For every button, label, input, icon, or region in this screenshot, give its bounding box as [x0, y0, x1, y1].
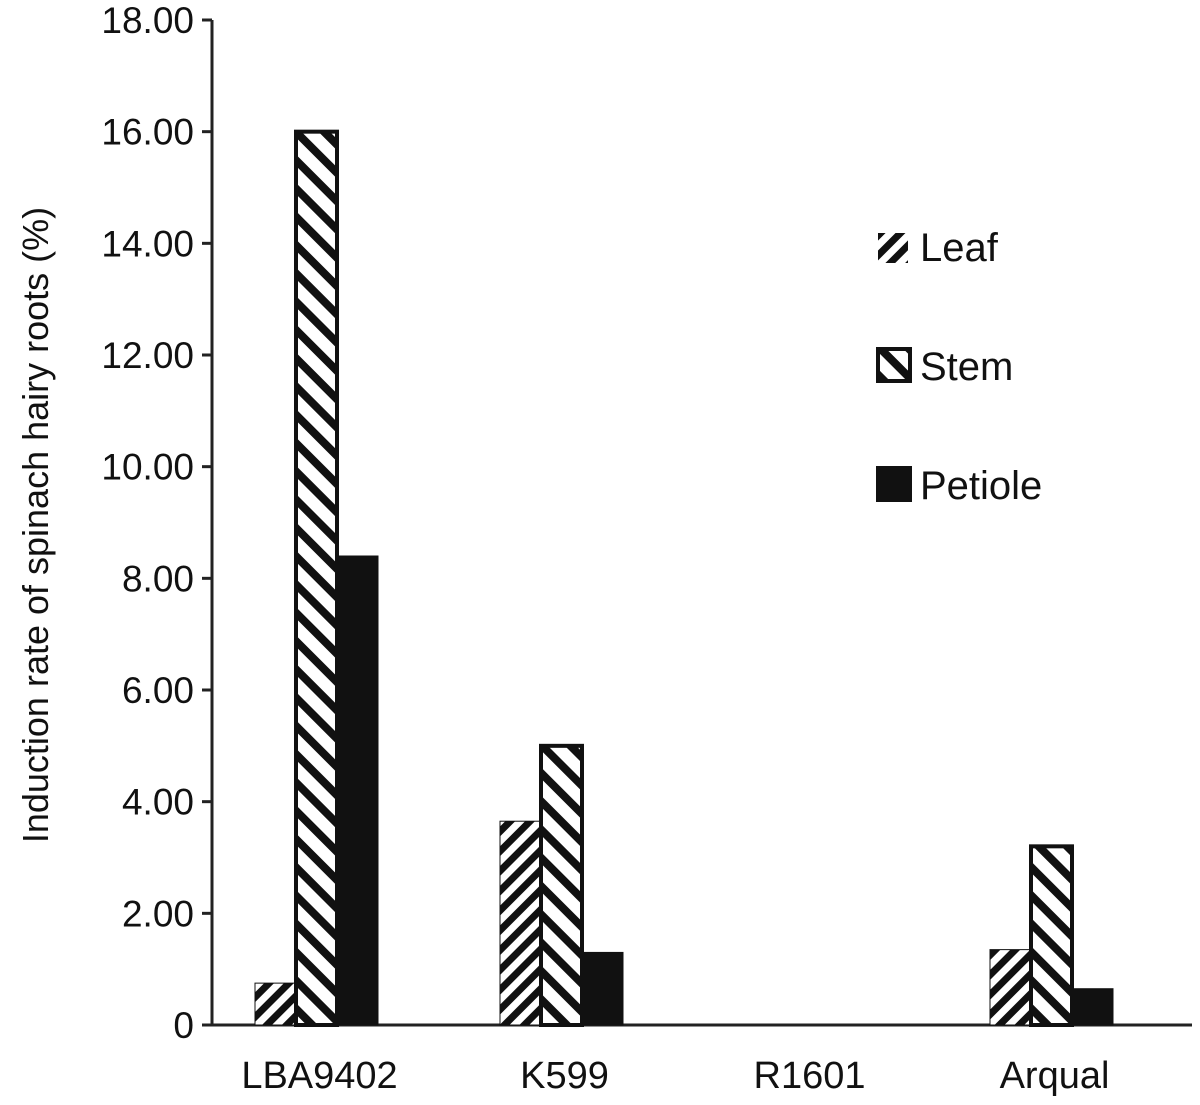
y-tick-label: 4.00 [122, 782, 194, 823]
y-tick-label: 6.00 [122, 670, 194, 711]
legend-label-petiole: Petiole [920, 464, 1042, 508]
bar-stem-k599 [539, 743, 584, 1027]
bar-leaf-arqual [989, 949, 1032, 1026]
y-tick-label: 10.00 [101, 447, 194, 488]
y-tick-label: 2.00 [122, 893, 194, 934]
x-tick-label: R1601 [754, 1055, 866, 1097]
x-tick-label: LBA9402 [241, 1055, 397, 1097]
legend-swatch-stem [876, 347, 912, 383]
bar-petiole-k599 [581, 951, 624, 1026]
legend-swatch-petiole [876, 466, 912, 502]
y-tick-label: 16.00 [101, 112, 194, 153]
y-tick-label: 12.00 [101, 335, 194, 376]
legend-label-leaf: Leaf [920, 226, 999, 270]
bar-petiole-arqual [1071, 988, 1114, 1026]
bar-leaf-lba9402 [254, 982, 297, 1026]
bar-stem-arqual [1029, 844, 1074, 1027]
y-tick-label: 0 [173, 1005, 194, 1046]
bar-leaf-k599 [499, 820, 542, 1026]
x-tick-label: K599 [520, 1055, 609, 1097]
y-tick-label: 18.00 [101, 0, 194, 41]
legend-label-stem: Stem [920, 345, 1013, 389]
x-tick-label: Arqual [1000, 1055, 1110, 1097]
bars [254, 129, 1114, 1027]
axis-labels: Induction rate of spinach hairy roots (%… [15, 207, 56, 843]
legend-swatch-leaf [878, 233, 908, 263]
legend: Leaf Stem Petiole [876, 226, 1042, 508]
axes: 0 2.00 4.00 6.00 8.00 10.00 12.00 14.00 16.00 18.… [101, 0, 1192, 1097]
bar-petiole-lba9402 [336, 555, 379, 1026]
y-tick-label: 8.00 [122, 558, 194, 599]
y-tick-label: 14.00 [101, 223, 194, 264]
bar-stem-lba9402 [294, 129, 339, 1027]
y-axis-label: Induction rate of spinach hairy roots (%… [15, 207, 56, 843]
